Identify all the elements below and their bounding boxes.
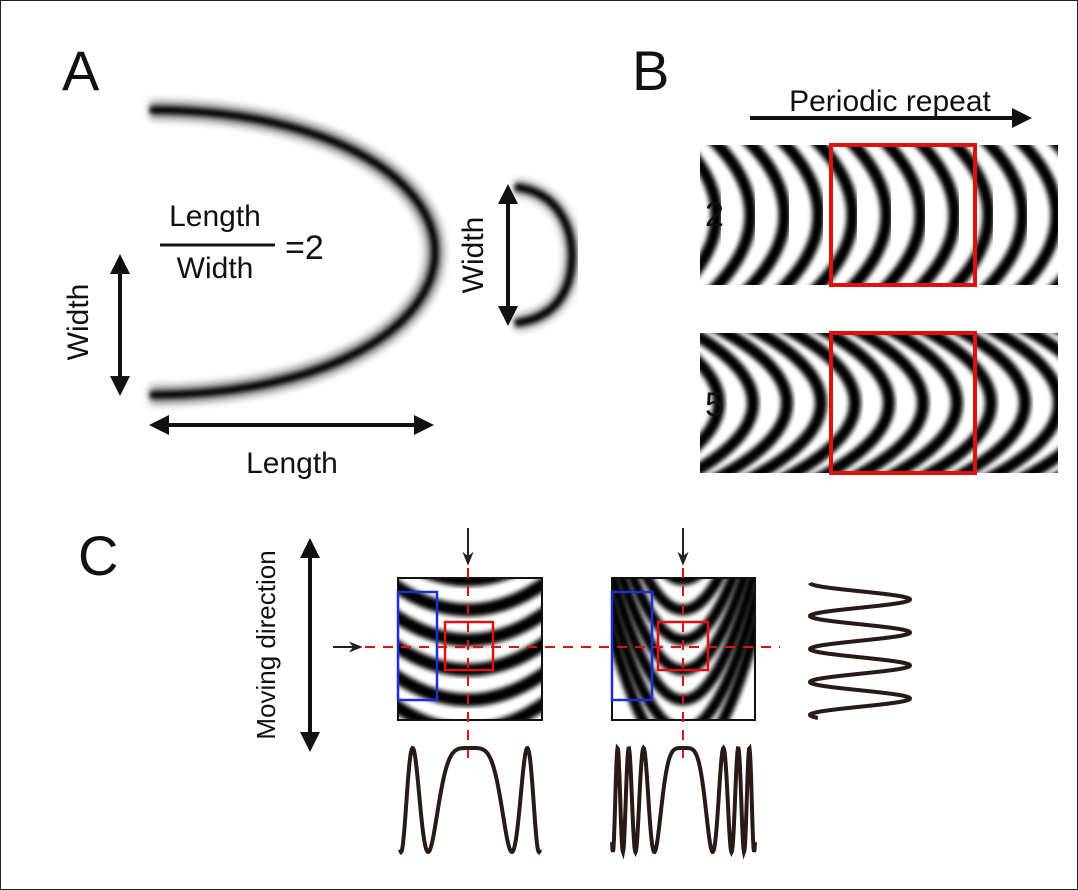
grating-band bbox=[947, 145, 995, 285]
blue-box bbox=[610, 590, 654, 702]
grating-band bbox=[700, 355, 725, 451]
profile-curve bbox=[610, 743, 757, 860]
grating-band bbox=[913, 145, 961, 285]
grating-band bbox=[328, 430, 608, 520]
grating-band bbox=[981, 145, 1029, 285]
grating-band bbox=[777, 145, 825, 285]
grating-band bbox=[918, 333, 997, 473]
grating-band bbox=[612, 618, 755, 720]
arc-segment bbox=[513, 180, 580, 330]
grating-band bbox=[952, 333, 1031, 473]
period-box bbox=[829, 331, 977, 475]
grating-band bbox=[664, 578, 702, 586]
row-label: 2 bbox=[705, 196, 724, 234]
period-box bbox=[829, 143, 977, 287]
grating-band bbox=[709, 145, 757, 285]
row-label: 5 bbox=[705, 386, 724, 424]
ellipse-arc bbox=[149, 101, 445, 404]
grating-band bbox=[714, 333, 793, 473]
profile-curve bbox=[807, 581, 913, 720]
panel-label: A bbox=[62, 39, 100, 102]
grating-band bbox=[879, 145, 927, 285]
length-label: Length bbox=[246, 447, 338, 480]
direction-label: Moving direction bbox=[251, 550, 281, 739]
ratio: =2 bbox=[285, 229, 324, 267]
grating-band bbox=[612, 588, 755, 720]
grating-band bbox=[811, 145, 859, 285]
panel-label: B bbox=[632, 39, 669, 102]
crosshair bbox=[365, 568, 780, 762]
profiles bbox=[398, 581, 913, 860]
grating-band bbox=[743, 145, 791, 285]
grating-band bbox=[1020, 333, 1058, 473]
grating-band bbox=[700, 154, 723, 276]
denominator: Width bbox=[177, 252, 254, 285]
grating-band bbox=[600, 320, 685, 486]
grating-band bbox=[845, 145, 893, 285]
grating-band bbox=[884, 333, 963, 473]
repeat-title: Periodic repeat bbox=[789, 85, 991, 118]
grating-band bbox=[640, 135, 683, 295]
grating-band bbox=[816, 333, 895, 473]
grating-band bbox=[986, 333, 1058, 473]
grating-band bbox=[782, 333, 861, 473]
width-label: Width bbox=[62, 284, 95, 361]
grating bbox=[640, 135, 1058, 295]
grating-band bbox=[627, 578, 739, 646]
grating-band bbox=[748, 333, 827, 473]
grating bbox=[600, 320, 1058, 486]
panel-label: C bbox=[78, 524, 118, 587]
grating-band bbox=[1015, 145, 1058, 285]
grating-band bbox=[850, 333, 929, 473]
profile-curve bbox=[398, 745, 542, 856]
arc-width-label: Width bbox=[457, 217, 490, 294]
numerator: Length bbox=[169, 200, 261, 233]
grating-band bbox=[700, 333, 759, 473]
grating-band bbox=[424, 578, 512, 587]
